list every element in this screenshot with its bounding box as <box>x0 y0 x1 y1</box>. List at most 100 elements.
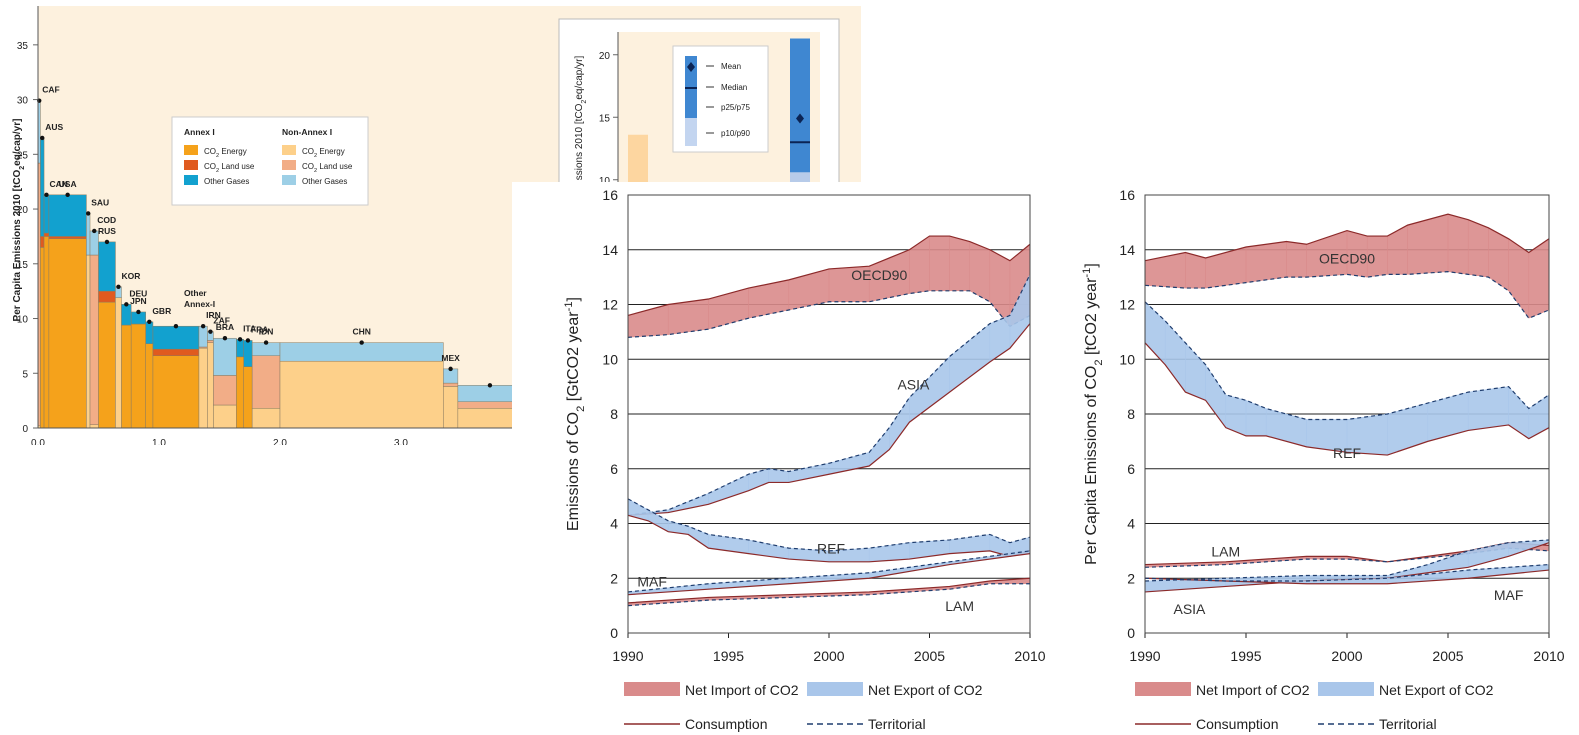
inset-y-tick-label: 20 <box>599 51 611 62</box>
y-tick-label: 14 <box>602 242 618 258</box>
bar-total-marker <box>173 323 179 329</box>
bar-segment-energy <box>121 324 132 429</box>
y-tick-label: 30 <box>17 96 29 107</box>
y-tick-label: 12 <box>602 297 618 313</box>
y-tick-label: 16 <box>1119 187 1135 203</box>
legend-item-label: CO2 Energy <box>302 147 345 159</box>
bar-segment-energy <box>243 366 253 429</box>
y-tick-label: 10 <box>17 315 29 326</box>
legend-label-consumption: Consumption <box>1196 716 1279 732</box>
x-tick-label: 2.0 <box>273 438 287 445</box>
y-tick-label: 5 <box>22 369 28 380</box>
legend-item-label: Other Gases <box>302 177 347 186</box>
bar-segment-energy <box>43 236 50 429</box>
territorial-line-oecd90 <box>1144 271 1550 319</box>
bar-segment-land <box>207 340 214 343</box>
y-tick-label: 8 <box>1127 406 1135 422</box>
bar-segment-energy <box>115 297 122 429</box>
y-axis-label: Per Capita Emissions of CO2 [tCO2 year-1… <box>1081 263 1105 565</box>
y-tick-label: 0 <box>22 424 28 435</box>
y-tick-label: 2 <box>1127 570 1135 586</box>
y-tick-label: 15 <box>17 260 29 271</box>
y-tick-label: 12 <box>1119 297 1135 313</box>
legend-swatch <box>282 145 296 155</box>
inset-legend-label: p10/p90 <box>721 129 750 138</box>
legend-item-label: CO2 Energy <box>204 147 247 159</box>
territorial-line-maf <box>1144 563 1550 582</box>
bar-label: RUS <box>98 226 116 236</box>
bar-segment-other <box>243 340 253 367</box>
legend-label-territorial: Territorial <box>868 716 926 732</box>
bar-total-marker <box>245 338 251 343</box>
consumption-line-asia <box>1144 542 1550 593</box>
bar-segment-other <box>98 241 116 292</box>
band-oecd90 <box>929 235 950 292</box>
bar-label: CAN <box>49 179 67 189</box>
bar-label: ZAF <box>213 316 230 326</box>
bar-label: KOR <box>121 271 140 281</box>
bar-segment-other <box>145 321 154 344</box>
y-tick-label: 0 <box>610 625 618 641</box>
y-tick-label: 2 <box>610 570 618 586</box>
territorial-line-asia <box>1144 539 1550 582</box>
bar-segment-land <box>89 254 99 425</box>
consumption-line-ref <box>1144 342 1550 456</box>
territorial-line-ref <box>627 498 1031 552</box>
territorial-line-asia <box>627 274 1031 516</box>
x-tick-label: 2000 <box>813 648 844 664</box>
y-tick-label: 35 <box>17 41 29 52</box>
y-tick-label: 4 <box>610 516 618 532</box>
bar-segment-other <box>213 337 237 376</box>
consumption-line-oecd90 <box>1144 213 1550 262</box>
bar-total-marker <box>65 192 70 198</box>
bar-segment-energy <box>98 301 116 429</box>
regional-per-capita-chart: 0 2 4 6 8 10 12 14 16 1990 1995 2000 2005 2010 Per Cap… <box>1068 182 1579 735</box>
y-tick-label: 6 <box>1127 461 1135 477</box>
x-tick-label: 1990 <box>1129 648 1160 664</box>
legend-item-label: CO2 Land use <box>204 162 255 174</box>
bar-segment-land <box>40 236 45 248</box>
series-annotation-oecd90: OECD90 <box>851 267 907 283</box>
bar-label: ITA <box>243 323 256 333</box>
bar-label: MEX <box>441 353 460 363</box>
plot-frame <box>627 194 1031 634</box>
bar-total-marker <box>104 239 110 245</box>
legend-swatch-export <box>1318 682 1374 696</box>
band-ref <box>1467 386 1509 431</box>
bar-segment-other <box>236 339 244 358</box>
x-tick-label: 2010 <box>1533 648 1564 664</box>
bar-segment-land <box>213 375 237 406</box>
band-oecd90 <box>1245 241 1287 283</box>
band-oecd90 <box>1286 241 1307 278</box>
legend-swatch-import <box>624 682 680 696</box>
bar-total-marker <box>147 319 152 325</box>
legend-label-export: Net Export of CO2 <box>868 682 983 698</box>
y-tick-label: 6 <box>610 461 618 477</box>
bar-segment-other <box>48 194 87 237</box>
y-axis-label: Emissions of CO2 [GtCO2 year-1] <box>563 297 587 531</box>
y-tick-label: 10 <box>1119 351 1135 367</box>
bar-label: BRA <box>216 322 234 332</box>
territorial-line-oecd90 <box>627 290 1031 338</box>
legend-item-label: CO2 Land use <box>302 162 353 174</box>
bar-label: CAF <box>42 85 59 95</box>
bar-segment-energy <box>236 356 244 429</box>
bar-total-marker <box>86 211 91 216</box>
plot-frame <box>1144 194 1550 634</box>
y-tick-label: 16 <box>602 187 618 203</box>
legend-label-consumption: Consumption <box>685 716 768 732</box>
bar-segment-land <box>443 382 459 387</box>
y-tick-label: 14 <box>1119 242 1135 258</box>
inset-y-axis-label: ssions 2010 [tCO2eq/cap/yr] <box>574 56 588 181</box>
bar-segment-energy <box>86 254 91 429</box>
band-oecd90 <box>949 235 970 292</box>
inset-legend-label: p25/p75 <box>721 103 750 112</box>
territorial-line-lam <box>627 583 1030 607</box>
legend-swatch <box>184 175 198 185</box>
bar-segment-other <box>198 325 208 348</box>
legend-item-label: Other Gases <box>204 177 249 186</box>
y-tick-label: 10 <box>602 351 618 367</box>
band-oecd90 <box>667 298 709 335</box>
bar-total-marker <box>237 337 243 342</box>
bar-label: CHN <box>352 327 370 337</box>
